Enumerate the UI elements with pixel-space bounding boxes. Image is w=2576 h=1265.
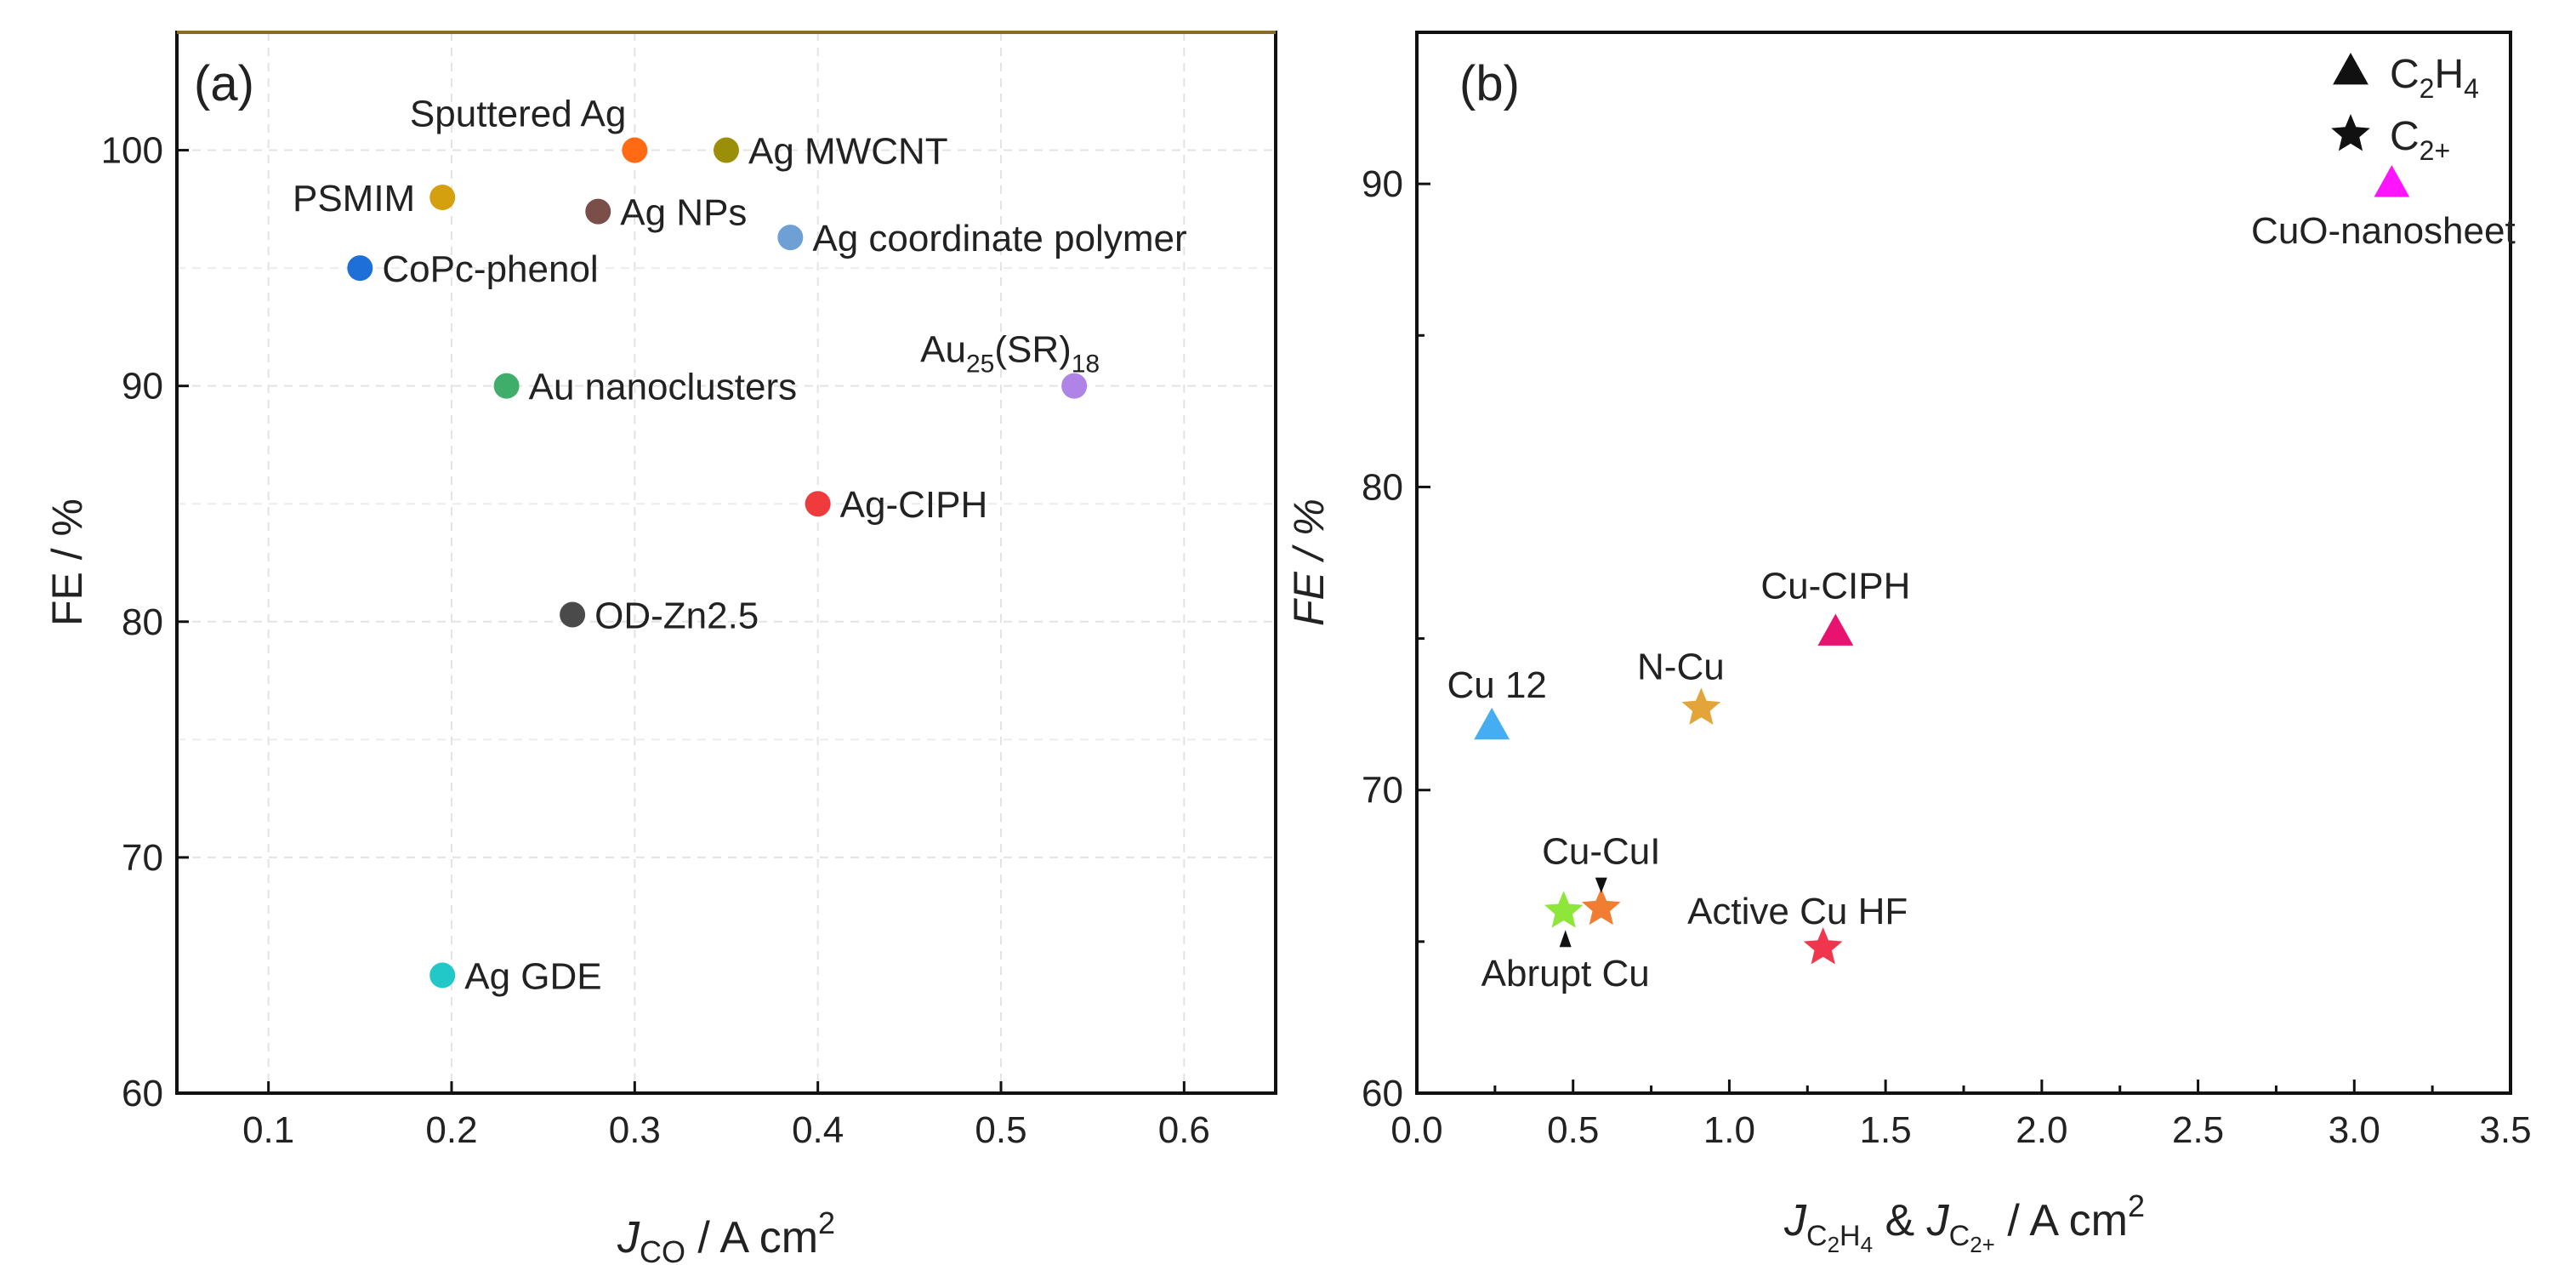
point-au-nanoclusters bbox=[493, 373, 520, 399]
point-au25-sr-18 bbox=[1061, 373, 1088, 399]
panel-b-xtick-label: 3.5 bbox=[2479, 1109, 2531, 1151]
panel-a-ytick-label: 80 bbox=[122, 601, 163, 643]
label-sputtered-ag: Sputtered Ag bbox=[410, 94, 626, 135]
panel-a-grid bbox=[177, 31, 1276, 1093]
panel-b-xtick-label: 0.0 bbox=[1390, 1109, 1442, 1151]
legend-star-shape bbox=[2331, 114, 2370, 151]
panel-b-x-axis-label: JC2H4 & JC2+ / A cm2 bbox=[1783, 1188, 2145, 1257]
panel-a-xtick-label: 0.3 bbox=[609, 1109, 661, 1151]
panel-b-xtick-label: 0.5 bbox=[1547, 1109, 1599, 1151]
label-cu-cui: Cu-CuI bbox=[1542, 831, 1660, 873]
point-cu-ciph bbox=[1817, 613, 1854, 646]
panel-a-ytick-label: 90 bbox=[122, 366, 163, 407]
legend-c2h4-label: C2H4 bbox=[2390, 52, 2479, 104]
label-copc-phenol: CoPc-phenol bbox=[382, 248, 598, 290]
panel-b-points: CuO-nanosheet Cu-CIPH Cu 12 N-Cu Cu-CuI Abrup… bbox=[1447, 165, 2516, 994]
point-cuo-nanosheet bbox=[2374, 165, 2410, 197]
point-abrupt-cu bbox=[1544, 891, 1584, 928]
panel-a-xtick-label: 0.1 bbox=[242, 1109, 294, 1151]
point-ag-coordinate-polymer bbox=[777, 225, 804, 251]
panel-a-xtick-label: 0.4 bbox=[792, 1109, 844, 1151]
panel-b-y-axis-label: FE / % bbox=[1285, 499, 1333, 626]
point-n-cu bbox=[1681, 687, 1721, 725]
panel-a-ytick-label: 60 bbox=[122, 1073, 163, 1114]
point-ag-ciph bbox=[805, 491, 831, 517]
label-n-cu: N-Cu bbox=[1637, 647, 1725, 688]
legend-star-marker bbox=[2331, 114, 2370, 151]
legend-triangle-marker bbox=[2333, 53, 2368, 85]
panel-b-ytick-label: 60 bbox=[1362, 1073, 1403, 1114]
panel-b-xtick-label: 1.5 bbox=[1860, 1109, 1912, 1151]
panel-b-xtick-label: 3.0 bbox=[2329, 1109, 2380, 1151]
point-psmim bbox=[429, 184, 456, 210]
panel-b-ytick-label: 80 bbox=[1362, 466, 1403, 508]
panel-a-ytick-label: 70 bbox=[122, 837, 163, 879]
panel-b-label: (b) bbox=[1459, 56, 1520, 111]
legend-triangle-shape bbox=[2333, 53, 2368, 85]
legend-c2plus-label: C2+ bbox=[2390, 114, 2450, 166]
arrow-cu-cui bbox=[1595, 877, 1607, 893]
label-cu-ciph: Cu-CIPH bbox=[1760, 565, 1910, 607]
point-cu-12 bbox=[1474, 707, 1510, 740]
label-active-cu-hf: Active Cu HF bbox=[1687, 891, 1908, 932]
panel-b-chart: 0.0 0.5 1.0 1.5 2.0 2.5 3.0 3.5 60 70 80 90 (b) FE … bbox=[1285, 31, 2532, 1257]
point-ag-gde bbox=[429, 962, 456, 989]
label-ag-nps: Ag NPs bbox=[620, 192, 747, 234]
panel-b-xtick-label: 2.0 bbox=[2016, 1109, 2067, 1151]
panel-a-label: (a) bbox=[194, 56, 254, 111]
label-au25-sr-18: Au25(SR)18 bbox=[920, 329, 1100, 379]
panel-a-ytick-label: 100 bbox=[101, 130, 163, 172]
panel-a-x-axis-label: JCO / A cm2 bbox=[617, 1205, 835, 1265]
label-psmim: PSMIM bbox=[293, 178, 415, 219]
panel-a-y-axis-label: FE / % bbox=[43, 499, 91, 626]
arrow-abrupt-cu bbox=[1559, 930, 1572, 948]
panel-b-plot-frame bbox=[1415, 31, 2512, 1095]
panel-a-xtick-label: 0.5 bbox=[975, 1109, 1026, 1151]
label-abrupt-cu: Abrupt Cu bbox=[1481, 953, 1650, 994]
panel-a-chart: 0.1 0.2 0.3 0.4 0.5 0.6 60 70 80 90 100 (a) FE / %… bbox=[43, 31, 1277, 1265]
panel-a-axes-ticks: 0.1 0.2 0.3 0.4 0.5 0.6 60 70 80 90 100 bbox=[101, 130, 1210, 1151]
point-cu-cui bbox=[1582, 887, 1621, 926]
point-od-zn2-5 bbox=[560, 601, 586, 628]
point-copc-phenol bbox=[347, 255, 373, 282]
panel-b-xtick-label: 1.0 bbox=[1703, 1109, 1755, 1151]
panel-b-xtick-label: 2.5 bbox=[2172, 1109, 2224, 1151]
label-ag-gde: Ag GDE bbox=[464, 955, 601, 997]
panel-a-xtick-label: 0.6 bbox=[1158, 1109, 1210, 1151]
label-cuo-nanosheet: CuO-nanosheet bbox=[2251, 210, 2516, 252]
panel-a-points: Sputtered Ag Ag MWCNT PSMIM Ag NPs Ag coordi… bbox=[293, 94, 1187, 998]
label-ag-coordinate-polymer: Ag coordinate polymer bbox=[812, 218, 1186, 259]
panel-b-ytick-label: 90 bbox=[1362, 163, 1403, 205]
label-ag-ciph: Ag-CIPH bbox=[840, 484, 988, 526]
panel-a-xtick-label: 0.2 bbox=[425, 1109, 477, 1151]
point-ag-nps bbox=[585, 198, 611, 225]
label-cu-12: Cu 12 bbox=[1447, 664, 1546, 706]
point-sputtered-ag bbox=[622, 137, 648, 163]
label-od-zn2-5: OD-Zn2.5 bbox=[594, 595, 759, 636]
point-ag-mwcnt bbox=[714, 137, 739, 163]
panel-b-ytick-label: 70 bbox=[1362, 770, 1403, 812]
point-active-cu-hf bbox=[1803, 927, 1843, 965]
label-ag-mwcnt: Ag MWCNT bbox=[748, 131, 948, 173]
panel-b-legend: C2H4 C2+ bbox=[2331, 52, 2479, 166]
panel-b-axes-ticks: 0.0 0.5 1.0 1.5 2.0 2.5 3.0 3.5 60 70 80 90 bbox=[1362, 31, 2532, 1151]
label-au-nanoclusters: Au nanoclusters bbox=[529, 367, 798, 408]
